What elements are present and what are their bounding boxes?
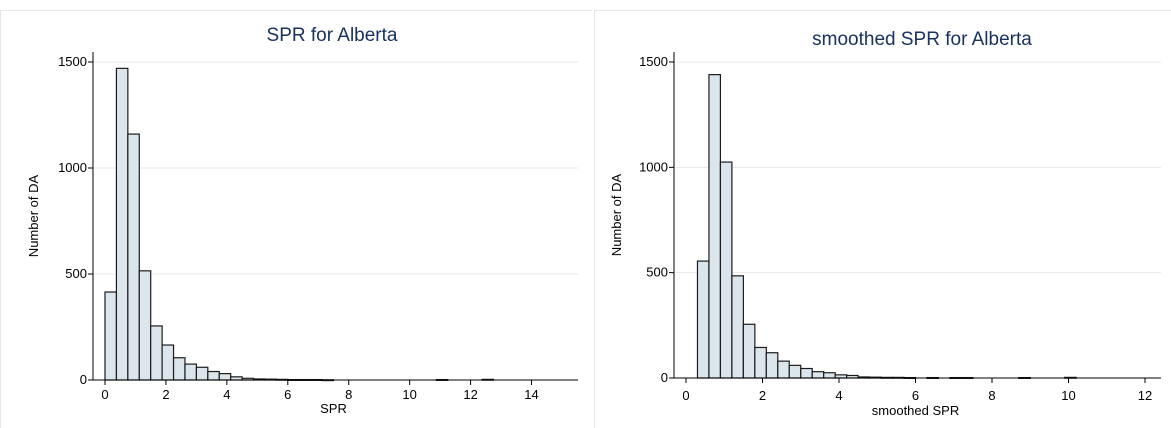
- histogram-bar: [719, 161, 733, 379]
- y-tick-label: 500: [65, 266, 87, 281]
- panel-frame: [0, 10, 592, 428]
- x-tick-label: 6: [912, 388, 919, 403]
- histogram-bar: [161, 344, 175, 381]
- y-axis-label: Number of DA: [609, 173, 624, 256]
- x-tick-label: 10: [402, 387, 416, 402]
- x-tick-label: 12: [1138, 388, 1152, 403]
- x-tick-label: 12: [463, 387, 477, 402]
- histogram-bar: [150, 325, 163, 381]
- x-tick-label: 0: [101, 387, 108, 402]
- chart-title: smoothed SPR for Alberta: [812, 29, 1032, 50]
- histogram-bar: [754, 346, 767, 379]
- x-tick-label: 10: [1061, 388, 1075, 403]
- chart-panel-spr: 0 500 1000 1500 0 2 4 6 8 10 12 14 SPR for Alberta SP…: [0, 10, 592, 428]
- histogram-bar: [800, 367, 813, 379]
- y-tick-label: 1500: [58, 54, 87, 69]
- x-tick-label: 0: [682, 388, 689, 403]
- x-tick-label: 2: [162, 387, 169, 402]
- histogram-bar: [184, 363, 198, 381]
- histogram-bar: [207, 370, 220, 381]
- x-tick-label: 14: [524, 387, 538, 402]
- chart-title: SPR for Alberta: [267, 25, 398, 46]
- histogram-bar: [172, 357, 186, 381]
- y-tick-label: 1000: [639, 159, 668, 174]
- histogram-bar: [195, 366, 209, 381]
- histogram-bar: [823, 372, 836, 379]
- histogram-bar: [127, 133, 140, 381]
- y-tick-label: 500: [646, 265, 668, 280]
- histogram-bar: [218, 373, 232, 381]
- y-axis-label: Number of DA: [26, 174, 41, 257]
- histogram-bar: [115, 67, 129, 381]
- x-tick-label: 8: [988, 388, 995, 403]
- histogram-bar: [811, 371, 825, 379]
- histogram-bar: [731, 275, 744, 379]
- x-tick-label: 8: [345, 387, 352, 402]
- histogram-bar: [765, 352, 779, 379]
- histogram-smoothed-spr: 0 500 1000 1500 0 2 4 6 8 10 12 smoothed SPR for Al…: [609, 29, 1161, 418]
- y-tick-label: 0: [80, 372, 87, 387]
- y-tick-label: 1000: [58, 160, 87, 175]
- histogram-bar: [742, 323, 756, 379]
- histogram-bar: [788, 364, 802, 379]
- x-tick-label: 4: [835, 388, 842, 403]
- x-tick-label: 2: [759, 388, 766, 403]
- histogram-bar: [138, 270, 152, 381]
- x-axis-label: smoothed SPR: [872, 403, 959, 418]
- histogram-spr: 0 500 1000 1500 0 2 4 6 8 10 12 14 SPR for Alberta SP…: [26, 25, 578, 416]
- chart-panel-smoothed-spr: 0 500 1000 1500 0 2 4 6 8 10 12 smoothed SPR for Al…: [594, 0, 1171, 428]
- histogram-bar: [104, 291, 118, 381]
- x-tick-label: 4: [223, 387, 230, 402]
- x-axis-label: SPR: [320, 401, 347, 416]
- x-tick-label: 6: [284, 387, 291, 402]
- histogram-bar: [708, 74, 722, 379]
- y-tick-label: 1500: [639, 54, 668, 69]
- histogram-bar: [777, 360, 790, 379]
- y-tick-label: 0: [661, 370, 668, 385]
- panel-frame: [594, 10, 1171, 428]
- histogram-bar: [696, 260, 710, 379]
